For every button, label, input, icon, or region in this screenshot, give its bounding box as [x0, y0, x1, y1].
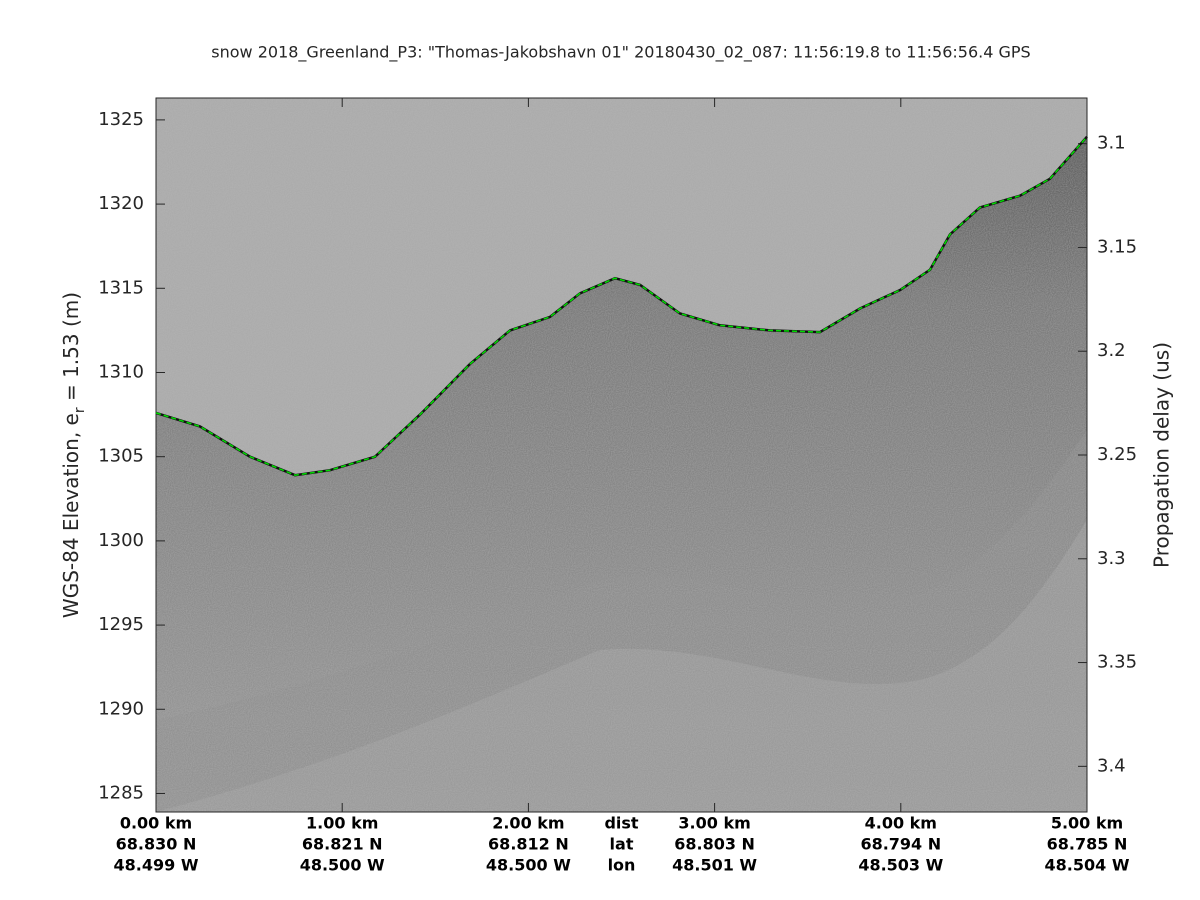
chart-title: snow 2018_Greenland_P3: "Thomas-Jakobsha…: [211, 43, 1030, 63]
x-tick-lon: 48.499 W: [114, 856, 199, 875]
surface-line: [155, 136, 1088, 476]
x-tick-label: 3.00 km: [678, 814, 750, 833]
x-tick-label: 4.00 km: [865, 814, 937, 833]
y2-axis-label: Propagation delay (us): [1150, 342, 1174, 568]
x-tick-lat: 68.830 N: [116, 835, 197, 854]
y-tick-label: 1315: [98, 277, 144, 298]
y2-tick-label: 3.4: [1097, 755, 1126, 776]
plot-layers: [156, 98, 1087, 812]
x-tick-label: 2.00 km: [492, 814, 564, 833]
y-tick-label: 1325: [98, 109, 144, 130]
y2-tick-label: 3.25: [1097, 444, 1137, 465]
y-label-text: WGS-84 Elevation, e: [59, 413, 83, 618]
y2-tick-label: 3.15: [1097, 236, 1137, 257]
x-tick-lat: 68.812 N: [488, 835, 569, 854]
x-tick-lon: 48.504 W: [1045, 856, 1130, 875]
y-tick-label: 1285: [98, 782, 144, 803]
y-axis-label: WGS-84 Elevation, er = 1.53 (m): [59, 292, 89, 618]
y-label-text: = 1.53 (m): [59, 292, 83, 407]
x-tick-lat: 68.821 N: [302, 835, 383, 854]
y-tick-label: 1290: [98, 698, 144, 719]
x-tick-lat: 68.803 N: [674, 835, 755, 854]
y2-tick-label: 3.35: [1097, 652, 1137, 673]
x-tick-lon: 48.500 W: [486, 856, 571, 875]
y-tick-label: 1305: [98, 446, 144, 467]
y2-tick-label: 3.1: [1097, 133, 1126, 154]
y-tick-label: 1310: [98, 361, 144, 382]
x-tick-label: 1.00 km: [306, 814, 378, 833]
y-label-subscript: r: [72, 407, 88, 413]
x-row-name: lon: [608, 856, 636, 875]
x-tick-lon: 48.503 W: [858, 856, 943, 875]
x-tick-lat: 68.794 N: [860, 835, 941, 854]
x-row-name: dist: [604, 814, 638, 833]
x-tick-label: 0.00 km: [120, 814, 192, 833]
x-tick-lon: 48.500 W: [300, 856, 385, 875]
y2-tick-label: 3.3: [1097, 548, 1126, 569]
x-tick-label: 5.00 km: [1051, 814, 1123, 833]
speckle: [156, 98, 1087, 812]
y-tick-label: 1295: [98, 614, 144, 635]
y2-tick-label: 3.2: [1097, 340, 1126, 361]
x-tick-lat: 68.785 N: [1047, 835, 1128, 854]
y-tick-label: 1300: [98, 530, 144, 551]
x-row-name: lat: [610, 835, 634, 854]
y-tick-label: 1320: [98, 193, 144, 214]
x-tick-lon: 48.501 W: [672, 856, 757, 875]
